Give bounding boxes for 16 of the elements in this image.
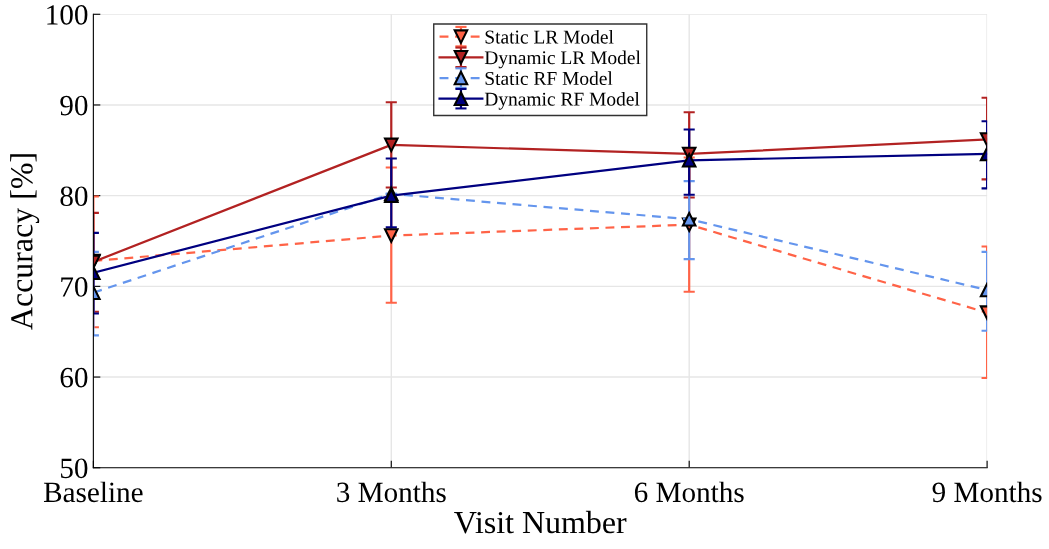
y-tick-label: 80 [60, 186, 88, 207]
legend-label: Dynamic LR Model [484, 50, 641, 69]
legend-label: Static LR Model [485, 29, 614, 44]
y-tick-label: 60 [60, 367, 88, 388]
x-tick-label: Baseline [43, 481, 143, 503]
y-tick-label: 70 [61, 277, 88, 297]
legend-label: Dynamic RF Model [484, 92, 640, 110]
y-tick-label: 50 [61, 458, 88, 479]
y-axis-title: Accuracy [%] [10, 154, 40, 330]
x-tick-label: 9 Months [932, 481, 1042, 503]
legend-label: Static RF Model [485, 71, 613, 86]
y-tick-label: 90 [60, 95, 88, 116]
y-tick-label: 100 [47, 5, 88, 25]
x-axis-title: Visit Number [454, 510, 627, 534]
x-tick-label: 6 Months [634, 481, 744, 503]
x-tick-label: 3 Months [337, 481, 446, 503]
